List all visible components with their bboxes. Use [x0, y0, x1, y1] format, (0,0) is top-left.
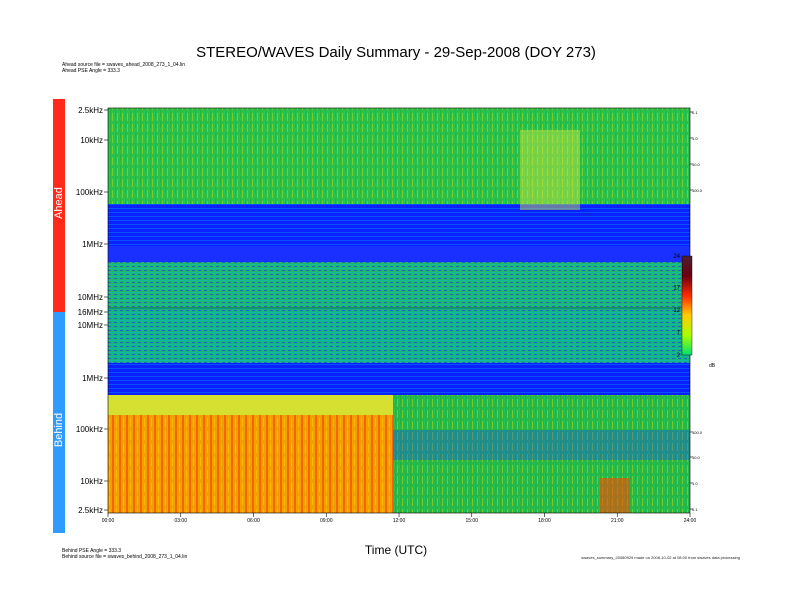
x-tick-label: 24:00	[684, 518, 697, 524]
colorbar	[681, 255, 693, 356]
right-tick-label: 0.1	[692, 110, 698, 115]
x-tick-label: 03:00	[174, 518, 187, 524]
behind-bar	[53, 312, 65, 533]
x-tick-label: 09:00	[320, 518, 333, 524]
x-tick-label: 06:00	[247, 518, 260, 524]
ahead-panel	[108, 108, 690, 308]
y-tick-label: 16MHz	[78, 308, 103, 317]
colorbar-tick-label: 24	[673, 254, 680, 260]
right-tick-label: 10.0	[692, 455, 701, 460]
colorbar-tick-label: 17	[673, 286, 680, 292]
page-title: STEREO/WAVES Daily Summary - 29-Sep-2008…	[196, 44, 596, 61]
right-tick-label: 0.1	[692, 507, 698, 512]
right-tick-label: 10.0	[692, 162, 701, 167]
behind-pse-text: Behind PSE Angle = 333.3	[62, 548, 122, 554]
colorbar-tick-label: 2	[677, 353, 681, 359]
right-tick-label: 1.0	[692, 481, 698, 486]
y-tick-label: 10MHz	[78, 321, 103, 330]
y-tick-label: 10kHz	[80, 136, 103, 145]
behind-meta: Behind PSE Angle = 333.3 Behind source f…	[62, 548, 187, 560]
y-tick-label: 2.5kHz	[78, 506, 103, 515]
behind-panel	[108, 308, 690, 513]
y-tick-label: 100kHz	[76, 425, 103, 434]
ahead-bar	[53, 99, 65, 312]
ahead-label: Ahead	[53, 187, 65, 219]
y-tick-label: 10MHz	[78, 293, 103, 302]
y-tick-label: 1MHz	[82, 240, 103, 249]
x-tick-label: 00:00	[102, 518, 115, 524]
y-tick-label: 2.5kHz	[78, 106, 103, 115]
colorbar-tick-label: 12	[673, 308, 680, 314]
ahead-meta: Ahead source file = swaves_ahead_2008_27…	[62, 62, 185, 74]
colorbar-unit-label: dB	[709, 363, 716, 369]
x-axis-label: Time (UTC)	[364, 543, 428, 557]
behind-source-text: Behind source file = swaves_behind_2008_…	[62, 554, 188, 560]
y-tick-label: 10kHz	[80, 477, 103, 486]
right-tick-label: 100.0	[692, 430, 703, 435]
behind-label: Behind	[53, 412, 65, 448]
footnote: swaves_summary_20080929 made on 2008-10-…	[581, 555, 740, 560]
x-tick-label: 18:00	[538, 518, 551, 524]
right-tick-label: 1.0	[692, 136, 698, 141]
x-tick-label: 15:00	[465, 518, 478, 524]
right-tick-label: 100.0	[692, 188, 703, 193]
colorbar-tick-label: 7	[677, 331, 681, 337]
ahead-source-text: Ahead source file = swaves_ahead_2008_27…	[62, 62, 186, 68]
y-tick-label: 1MHz	[82, 374, 103, 383]
x-tick-label: 21:00	[611, 518, 624, 524]
ahead-pse-text: Ahead PSE Angle = 333.3	[62, 68, 120, 74]
x-tick-label: 12:00	[393, 518, 406, 524]
y-tick-label: 100kHz	[76, 188, 103, 197]
